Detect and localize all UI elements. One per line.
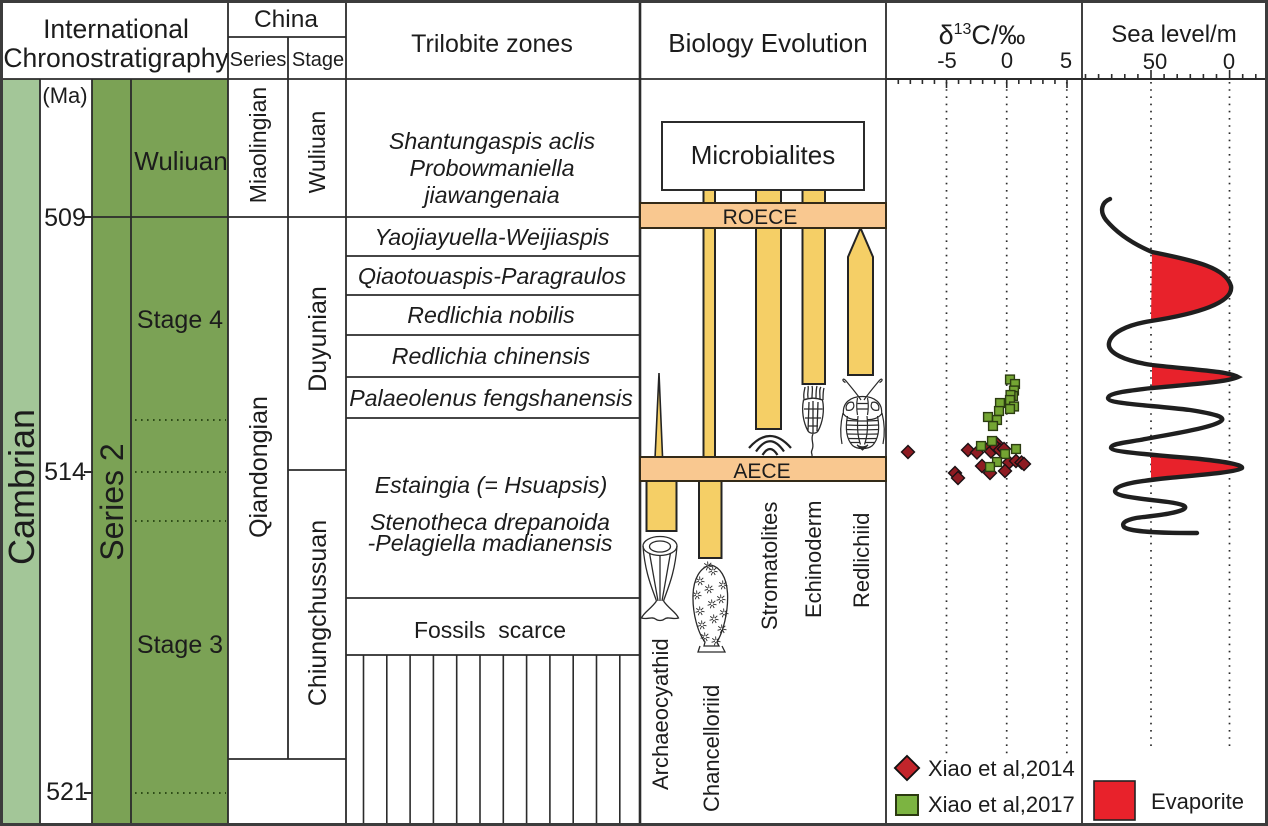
svg-text:Fossils scarce: Fossils scarce: [414, 617, 566, 643]
svg-text:Xiao et al,2014: Xiao et al,2014: [928, 756, 1075, 781]
svg-text:Estaingia (= Hsuapsis): Estaingia (= Hsuapsis): [375, 472, 608, 498]
svg-text:Xiao et al,2017: Xiao et al,2017: [928, 792, 1075, 817]
svg-text:Palaeolenus fengshanensis: Palaeolenus fengshanensis: [349, 385, 633, 411]
svg-text:5: 5: [1060, 48, 1072, 73]
svg-text:Wuliuan: Wuliuan: [304, 111, 330, 194]
svg-text:509: 509: [44, 204, 86, 232]
svg-text:521: 521: [46, 778, 88, 806]
svg-text:Chancelloriid: Chancelloriid: [699, 685, 724, 812]
svg-text:Chiungchussuan: Chiungchussuan: [304, 520, 332, 706]
svg-text:Redlichia chinensis: Redlichia chinensis: [392, 343, 591, 369]
svg-text:Yaojiayuella-Weijiaspis: Yaojiayuella-Weijiaspis: [375, 224, 610, 250]
svg-text:Series 2: Series 2: [94, 443, 130, 560]
svg-text:ROECE: ROECE: [723, 206, 798, 229]
svg-text:Shantungaspis aclis: Shantungaspis aclis: [389, 128, 596, 154]
svg-text:-Pelagiella madianensis: -Pelagiella madianensis: [368, 530, 613, 556]
svg-text:Wuliuan: Wuliuan: [134, 146, 227, 176]
svg-text:0: 0: [1223, 49, 1235, 74]
svg-text:(Ma): (Ma): [42, 83, 87, 108]
svg-text:514: 514: [44, 458, 86, 486]
svg-text:Series: Series: [230, 49, 287, 71]
svg-text:Trilobite zones: Trilobite zones: [411, 30, 573, 58]
svg-text:Biology Evolution: Biology Evolution: [668, 28, 867, 58]
svg-text:Qiaotouaspis-Paragraulos: Qiaotouaspis-Paragraulos: [358, 263, 627, 289]
svg-text:δ13C/‰: δ13C/‰: [939, 20, 1026, 50]
svg-text:Evaporite: Evaporite: [1151, 789, 1244, 814]
svg-text:Stenotheca drepanoida: Stenotheca drepanoida: [370, 509, 610, 535]
svg-text:Stage: Stage: [292, 49, 344, 71]
svg-text:Redlichiid: Redlichiid: [849, 513, 874, 608]
svg-text:Miaolingian: Miaolingian: [245, 87, 271, 203]
svg-text:Microbialites: Microbialites: [691, 140, 836, 170]
svg-text:50: 50: [1143, 49, 1167, 74]
svg-text:Sea level/m: Sea level/m: [1111, 21, 1236, 48]
svg-text:Stage 3: Stage 3: [137, 631, 223, 659]
svg-text:-5: -5: [937, 48, 957, 73]
svg-text:International: International: [43, 14, 189, 44]
svg-text:Duyunian: Duyunian: [304, 286, 332, 392]
svg-text:0: 0: [1001, 48, 1013, 73]
svg-text:jiawangenaia: jiawangenaia: [421, 182, 559, 208]
svg-text:Echinoderm: Echinoderm: [801, 501, 826, 618]
svg-text:China: China: [254, 6, 318, 33]
svg-text:Chronostratigraphy: Chronostratigraphy: [3, 43, 229, 73]
svg-text:Stage 4: Stage 4: [137, 306, 223, 334]
svg-text:Archaeocyathid: Archaeocyathid: [648, 638, 673, 790]
svg-text:Redlichia nobilis: Redlichia nobilis: [407, 302, 575, 328]
svg-text:Qiandongian: Qiandongian: [245, 396, 273, 538]
svg-text:Stromatolites: Stromatolites: [757, 502, 782, 630]
svg-text:Cambrian: Cambrian: [1, 409, 42, 565]
svg-text:AECE: AECE: [733, 460, 790, 483]
svg-text:Probowmaniella: Probowmaniella: [410, 155, 575, 181]
